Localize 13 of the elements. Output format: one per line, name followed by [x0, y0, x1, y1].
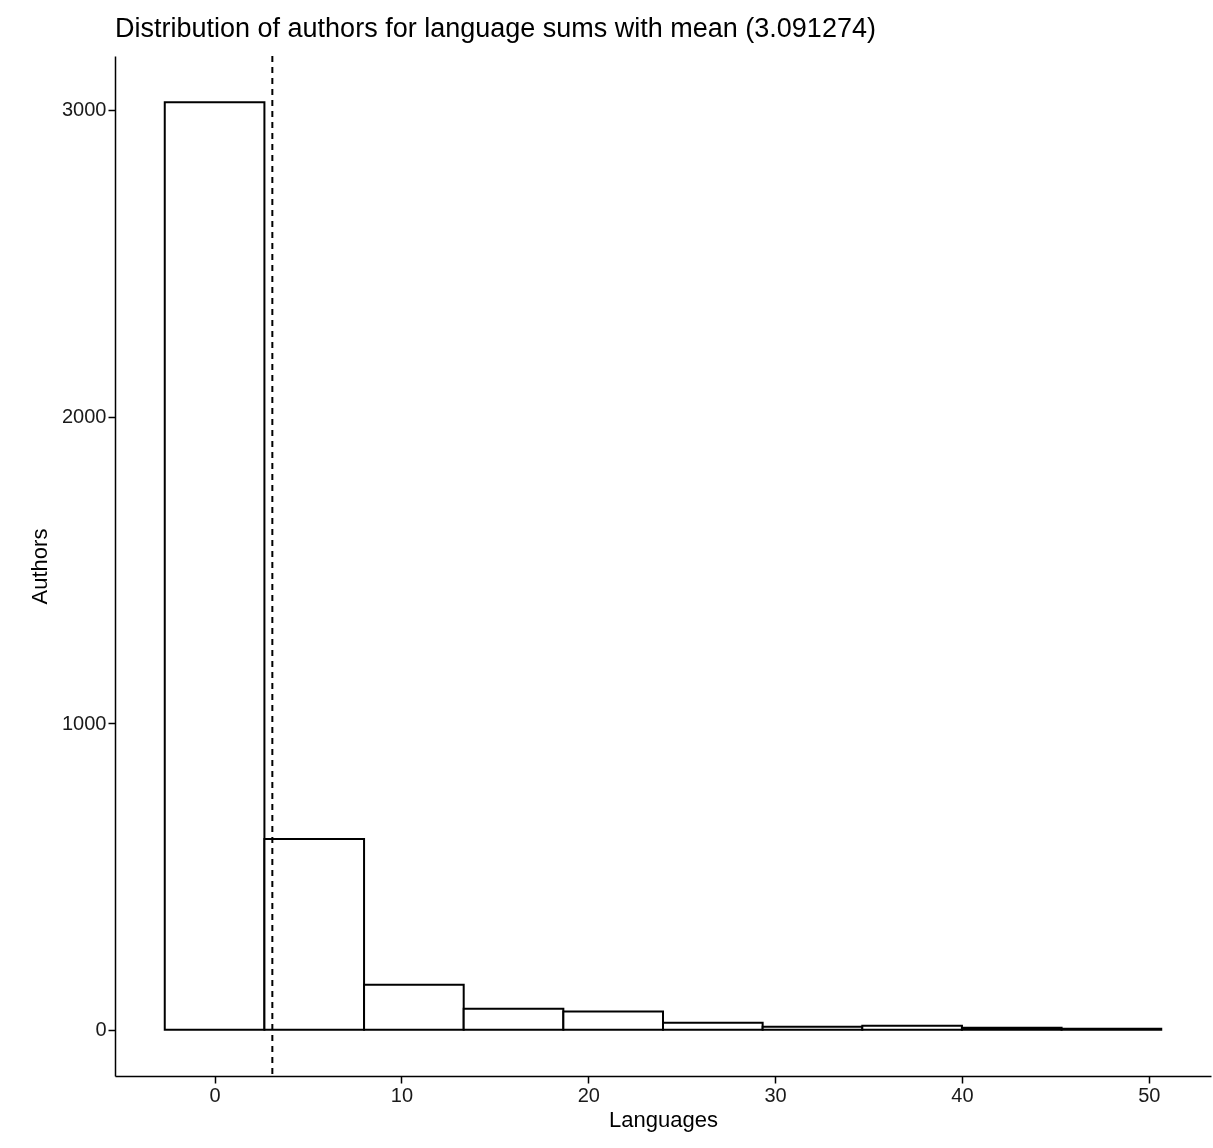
x-tick-label: 40: [951, 1083, 974, 1106]
y-tick-label: 0: [95, 1018, 107, 1041]
y-axis-title: Authors: [27, 528, 53, 605]
x-tick-label: 20: [577, 1083, 600, 1106]
y-tick-label: 2000: [62, 405, 107, 428]
x-tick-label: 50: [1138, 1083, 1161, 1106]
x-tick-label: 30: [764, 1083, 787, 1106]
x-tick-label: 0: [209, 1083, 221, 1106]
chart-title: Distribution of authors for language sums with mean (3.091274): [115, 13, 876, 43]
x-tick-label: 10: [390, 1083, 414, 1106]
x-axis-title: Languages: [609, 1106, 718, 1132]
y-tick-label: 1000: [62, 711, 107, 734]
y-tick-label: 3000: [62, 98, 107, 121]
